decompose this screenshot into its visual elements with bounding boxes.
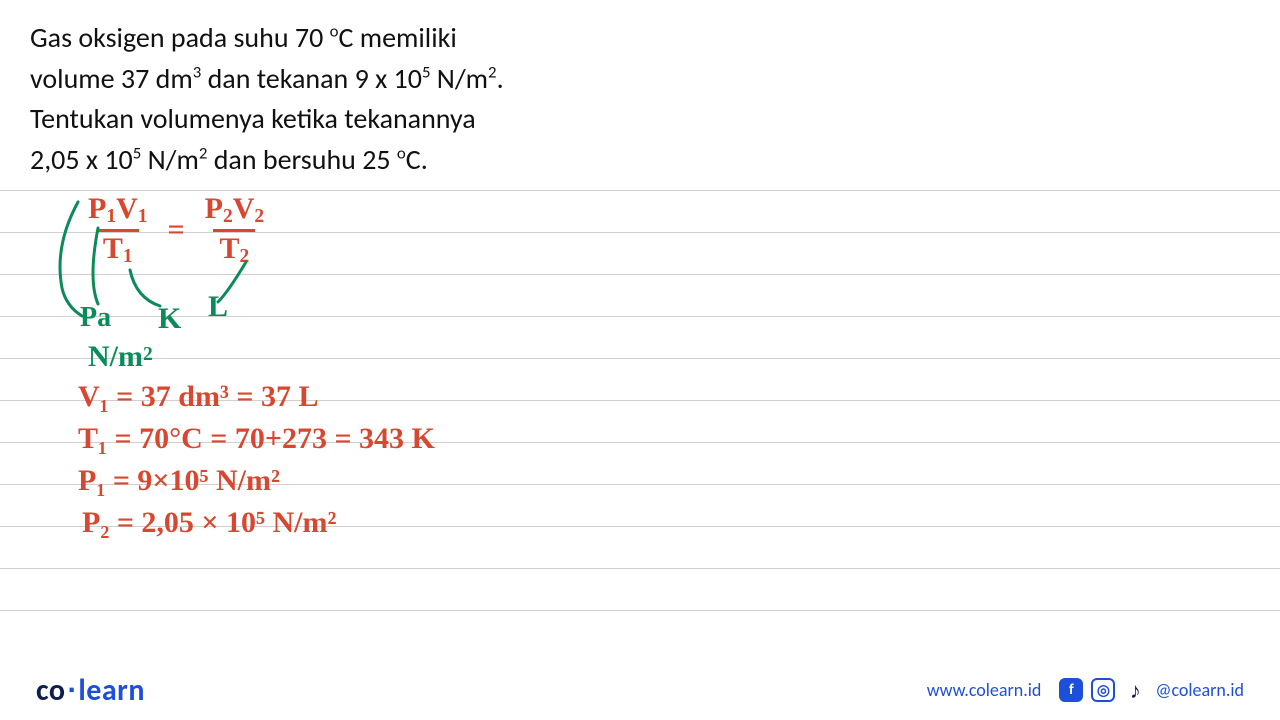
problem-text: Gas oksigen pada suhu 70 oC memiliki vol… bbox=[0, 0, 1280, 190]
tiktok-icon: ♪ bbox=[1123, 678, 1147, 702]
t: C memiliki bbox=[338, 20, 456, 55]
rule bbox=[0, 358, 1280, 359]
line-t1: T₁ = 70°C = 70+273 = 343 K bbox=[78, 422, 435, 456]
t: dan tekanan 9 x 10 bbox=[201, 61, 422, 96]
rule bbox=[0, 610, 1280, 611]
rule bbox=[0, 316, 1280, 317]
footer-url: www.colearn.id bbox=[927, 679, 1042, 701]
social-handle: @colearn.id bbox=[1155, 679, 1244, 701]
t: dan bersuhu 25 bbox=[207, 142, 397, 177]
equals: = bbox=[154, 213, 199, 247]
line-v1: V₁ = 37 dm³ = 37 L bbox=[78, 380, 319, 414]
t: volume 37 dm bbox=[30, 61, 193, 96]
notebook-area: P1V1 T1 = P2V2 T2 Pa K L N/m2 V₁ = 37 dm… bbox=[0, 190, 1280, 630]
footer-right: www.colearn.id f ◎ ♪ @colearn.id bbox=[927, 678, 1244, 702]
unit-k: K bbox=[158, 302, 181, 336]
line-p1: P₁ = 9×10⁵ N/m² bbox=[78, 464, 280, 498]
t: Gas oksigen pada suhu 70 bbox=[30, 20, 330, 55]
t: N/m bbox=[141, 142, 199, 177]
equation-combined-gas-law: P1V1 T1 = P2V2 T2 bbox=[82, 194, 270, 266]
unit-nm2: N/m2 bbox=[88, 340, 153, 374]
t: 2,05 x 10 bbox=[30, 142, 133, 177]
unit-pa: Pa bbox=[80, 302, 111, 334]
t: C. bbox=[406, 142, 428, 177]
facebook-icon: f bbox=[1059, 678, 1083, 702]
rule bbox=[0, 274, 1280, 275]
logo-co: co bbox=[36, 672, 66, 709]
problem-line-2: volume 37 dm3 dan tekanan 9 x 105 N/m2. bbox=[30, 59, 1250, 100]
footer: co∙learn www.colearn.id f ◎ ♪ @colearn.i… bbox=[0, 660, 1280, 720]
t: N/m bbox=[430, 61, 488, 96]
rule bbox=[0, 568, 1280, 569]
line-p2: P₂ = 2,05 × 10⁵ N/m² bbox=[82, 506, 337, 540]
rule bbox=[0, 190, 1280, 191]
instagram-icon: ◎ bbox=[1091, 678, 1115, 702]
social-icons: f ◎ ♪ @colearn.id bbox=[1059, 678, 1244, 702]
t: . bbox=[497, 61, 504, 96]
brand-logo: co∙learn bbox=[36, 672, 145, 709]
logo-learn: learn bbox=[78, 672, 145, 709]
problem-line-4: 2,05 x 105 N/m2 dan bersuhu 25 oC. bbox=[30, 140, 1250, 181]
unit-l: L bbox=[208, 290, 228, 324]
problem-line-1: Gas oksigen pada suhu 70 oC memiliki bbox=[30, 18, 1250, 59]
problem-line-3: Tentukan volumenya ketika tekanannya bbox=[30, 99, 1250, 140]
